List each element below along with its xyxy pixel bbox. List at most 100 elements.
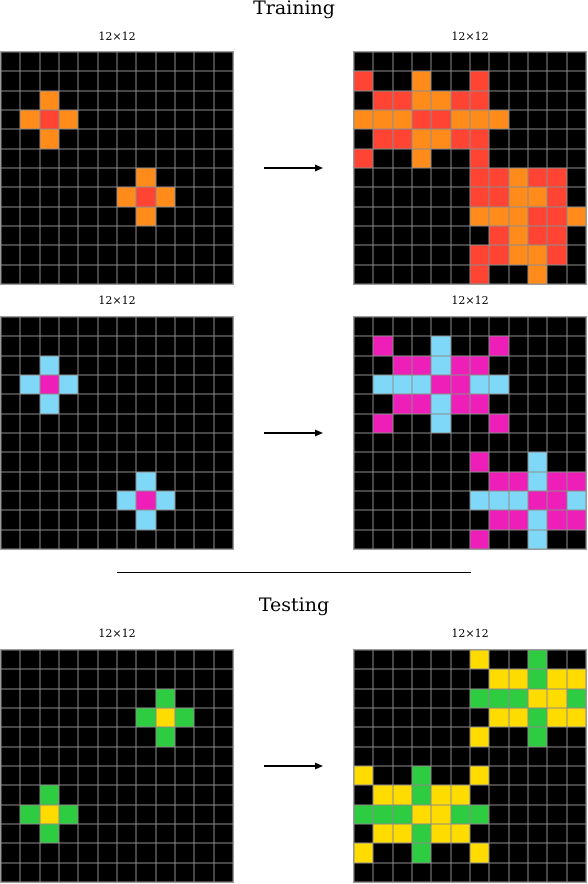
grid-cell xyxy=(470,529,490,549)
grid-cell xyxy=(354,804,374,824)
grid-cell xyxy=(155,491,175,511)
grid-cell xyxy=(117,264,137,284)
grid-cell xyxy=(547,452,567,472)
grid-cell xyxy=(508,650,528,670)
grid-cell xyxy=(1,843,21,863)
grid-cell xyxy=(78,394,98,414)
grid-cell xyxy=(392,452,412,472)
grid-cell xyxy=(528,746,548,766)
grid-cell xyxy=(412,529,432,549)
grid-cell xyxy=(392,129,412,149)
grid-cell xyxy=(392,413,412,433)
grid-cell xyxy=(373,669,393,689)
grid-cell xyxy=(392,824,412,844)
grid-cell xyxy=(117,843,137,863)
grid-cell xyxy=(470,862,490,882)
grid-cell xyxy=(194,394,214,414)
grid-cell xyxy=(470,52,490,72)
grid-cell xyxy=(508,433,528,453)
grid-cell xyxy=(155,375,175,395)
grid-cell xyxy=(155,355,175,375)
grid-cell xyxy=(373,52,393,72)
grid-cell xyxy=(547,148,567,168)
grid-cell xyxy=(470,491,490,511)
grid-cell xyxy=(354,413,374,433)
grid-cell xyxy=(392,510,412,530)
grid-cell xyxy=(39,226,59,246)
grid-cell xyxy=(136,206,156,226)
grid-cell xyxy=(213,843,233,863)
grid-cell xyxy=(470,433,490,453)
grid-cell xyxy=(136,129,156,149)
grid-cell xyxy=(547,264,567,284)
grid-cell xyxy=(97,529,117,549)
grid-cell xyxy=(450,785,470,805)
grid-cell xyxy=(213,669,233,689)
grid-cell xyxy=(489,688,509,708)
grid-cell xyxy=(213,529,233,549)
grid-cell xyxy=(450,471,470,491)
grid-cell xyxy=(117,375,137,395)
grid-cell xyxy=(450,413,470,433)
grid-cell xyxy=(213,433,233,453)
grid-cell xyxy=(470,336,490,356)
grid-cell xyxy=(1,491,21,511)
grid-cell xyxy=(489,317,509,337)
grid-cell xyxy=(450,433,470,453)
grid-cell xyxy=(194,336,214,356)
grid-cell xyxy=(39,746,59,766)
grid-cell xyxy=(412,785,432,805)
grid-cell xyxy=(354,862,374,882)
grid-cell xyxy=(412,394,432,414)
grid-cell xyxy=(155,669,175,689)
grid-cell xyxy=(373,226,393,246)
grid-cell xyxy=(1,452,21,472)
grid-cell xyxy=(97,688,117,708)
grid-cell xyxy=(136,187,156,207)
grid-cell xyxy=(528,110,548,130)
grid-cell xyxy=(373,264,393,284)
grid-cell xyxy=(155,433,175,453)
grid-cell xyxy=(373,187,393,207)
grid-cell xyxy=(354,491,374,511)
grid-cell xyxy=(194,110,214,130)
grid-cell xyxy=(175,336,195,356)
grid-cell xyxy=(566,669,586,689)
grid-cell xyxy=(470,148,490,168)
grid-cell xyxy=(136,168,156,188)
grid-cell xyxy=(373,394,393,414)
grid-cell xyxy=(1,394,21,414)
grid-cell xyxy=(392,336,412,356)
grid-cell xyxy=(431,510,451,530)
grid-cell xyxy=(117,245,137,265)
grid-cell xyxy=(354,90,374,110)
grid-cell xyxy=(431,71,451,91)
grid-cell xyxy=(528,245,548,265)
grid-cell xyxy=(412,669,432,689)
training-title: Training xyxy=(253,0,335,19)
grid-cell xyxy=(175,510,195,530)
grid-cell xyxy=(194,727,214,747)
grid-cell xyxy=(528,804,548,824)
grid-cell xyxy=(489,264,509,284)
grid-cell xyxy=(213,375,233,395)
grid-cell xyxy=(213,510,233,530)
grid-cell xyxy=(117,727,137,747)
grid-cell xyxy=(450,90,470,110)
grid-cell xyxy=(59,650,79,670)
grid-cell xyxy=(117,862,137,882)
grid-cell xyxy=(528,71,548,91)
grid-cell xyxy=(1,148,21,168)
grid-cell xyxy=(547,168,567,188)
grid-cell xyxy=(175,148,195,168)
grid-cell xyxy=(566,688,586,708)
grid-cell xyxy=(528,317,548,337)
grid-cell xyxy=(136,90,156,110)
grid-cell xyxy=(566,148,586,168)
grid-cell xyxy=(354,317,374,337)
grid-cell xyxy=(450,650,470,670)
grid-cell xyxy=(431,394,451,414)
grid-cell xyxy=(566,433,586,453)
grid-cell xyxy=(547,804,567,824)
grid-cell xyxy=(470,688,490,708)
